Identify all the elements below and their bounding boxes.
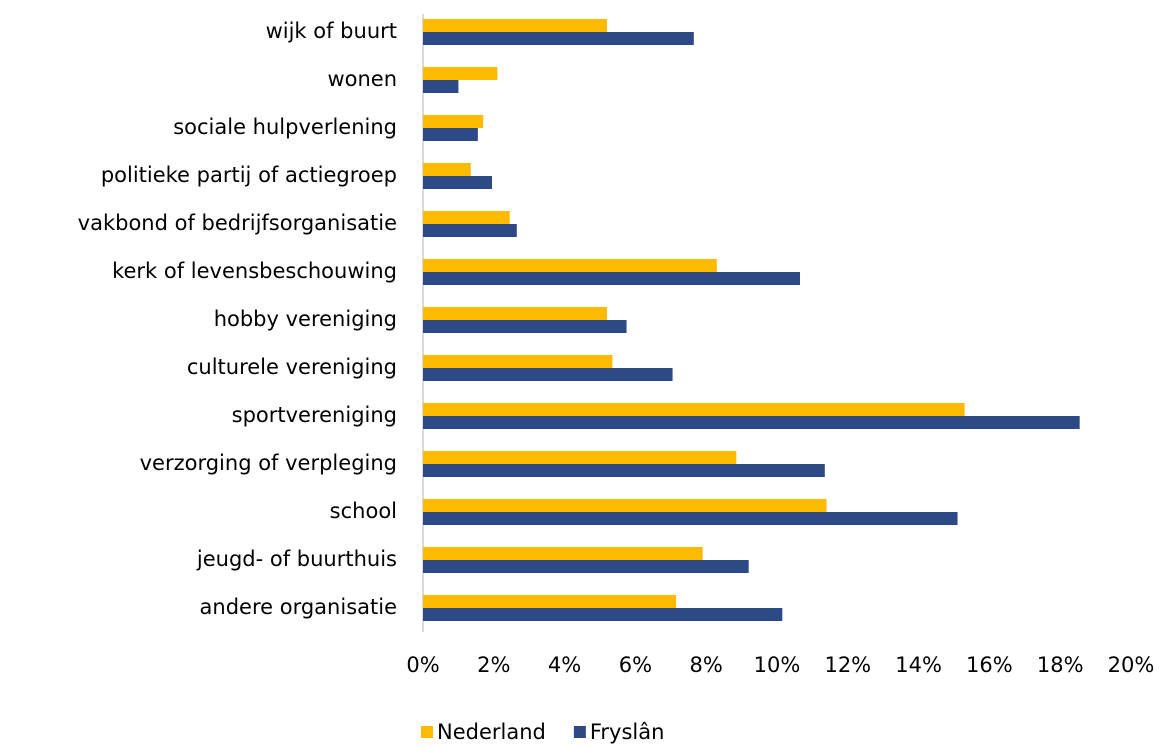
bar — [423, 67, 498, 80]
bar — [423, 451, 737, 464]
y-tick-label: sociale hulpverlening — [173, 115, 397, 139]
legend-label: Nederland — [437, 720, 546, 744]
x-tick-label: 4% — [548, 653, 581, 677]
bar — [423, 368, 673, 381]
y-tick-label: verzorging of verpleging — [140, 451, 397, 475]
y-tick-label: hobby vereniging — [214, 307, 397, 331]
bar — [423, 211, 510, 224]
x-tick-label: 2% — [477, 653, 510, 677]
bar — [423, 547, 703, 560]
x-tick-label: 20% — [1108, 653, 1155, 677]
bar — [423, 272, 801, 285]
x-tick-label: 18% — [1037, 653, 1084, 677]
y-tick-label: vakbond of bedrijfsorganisatie — [78, 211, 397, 235]
bar — [423, 512, 958, 525]
bar — [423, 224, 517, 237]
y-tick-label: school — [330, 499, 397, 523]
bar — [423, 128, 478, 141]
y-tick-label: politieke partij of actiegroep — [101, 163, 397, 187]
bar — [423, 608, 783, 621]
x-tick-label: 14% — [895, 653, 942, 677]
y-tick-label: sportvereniging — [232, 403, 397, 427]
bar — [423, 464, 825, 477]
bar — [423, 595, 677, 608]
bar — [423, 32, 694, 45]
bar — [423, 163, 471, 176]
bar — [423, 115, 484, 128]
y-tick-label: wijk of buurt — [266, 19, 397, 43]
x-tick-label: 12% — [824, 653, 871, 677]
x-tick-label: 10% — [754, 653, 801, 677]
y-tick-label: andere organisatie — [200, 595, 397, 619]
y-tick-label: kerk of levensbeschouwing — [112, 259, 397, 283]
bar — [423, 499, 827, 512]
x-tick-label: 8% — [690, 653, 723, 677]
x-tick-label: 6% — [619, 653, 652, 677]
bar — [423, 560, 749, 573]
bar — [423, 416, 1080, 429]
bar — [423, 307, 608, 320]
x-tick-label: 16% — [966, 653, 1013, 677]
bar — [423, 259, 717, 272]
legend-swatch — [573, 726, 586, 738]
legend-swatch — [421, 726, 433, 738]
bar — [423, 176, 493, 189]
bar — [423, 19, 608, 32]
y-tick-label: jeugd- of buurthuis — [196, 547, 397, 571]
bar — [423, 80, 459, 93]
bar — [423, 355, 613, 368]
y-tick-label: wonen — [327, 67, 397, 91]
y-tick-label: culturele vereniging — [187, 355, 397, 379]
legend-label: Fryslân — [590, 720, 665, 744]
x-tick-label: 0% — [406, 653, 439, 677]
bar — [423, 403, 965, 416]
bar — [423, 320, 627, 333]
